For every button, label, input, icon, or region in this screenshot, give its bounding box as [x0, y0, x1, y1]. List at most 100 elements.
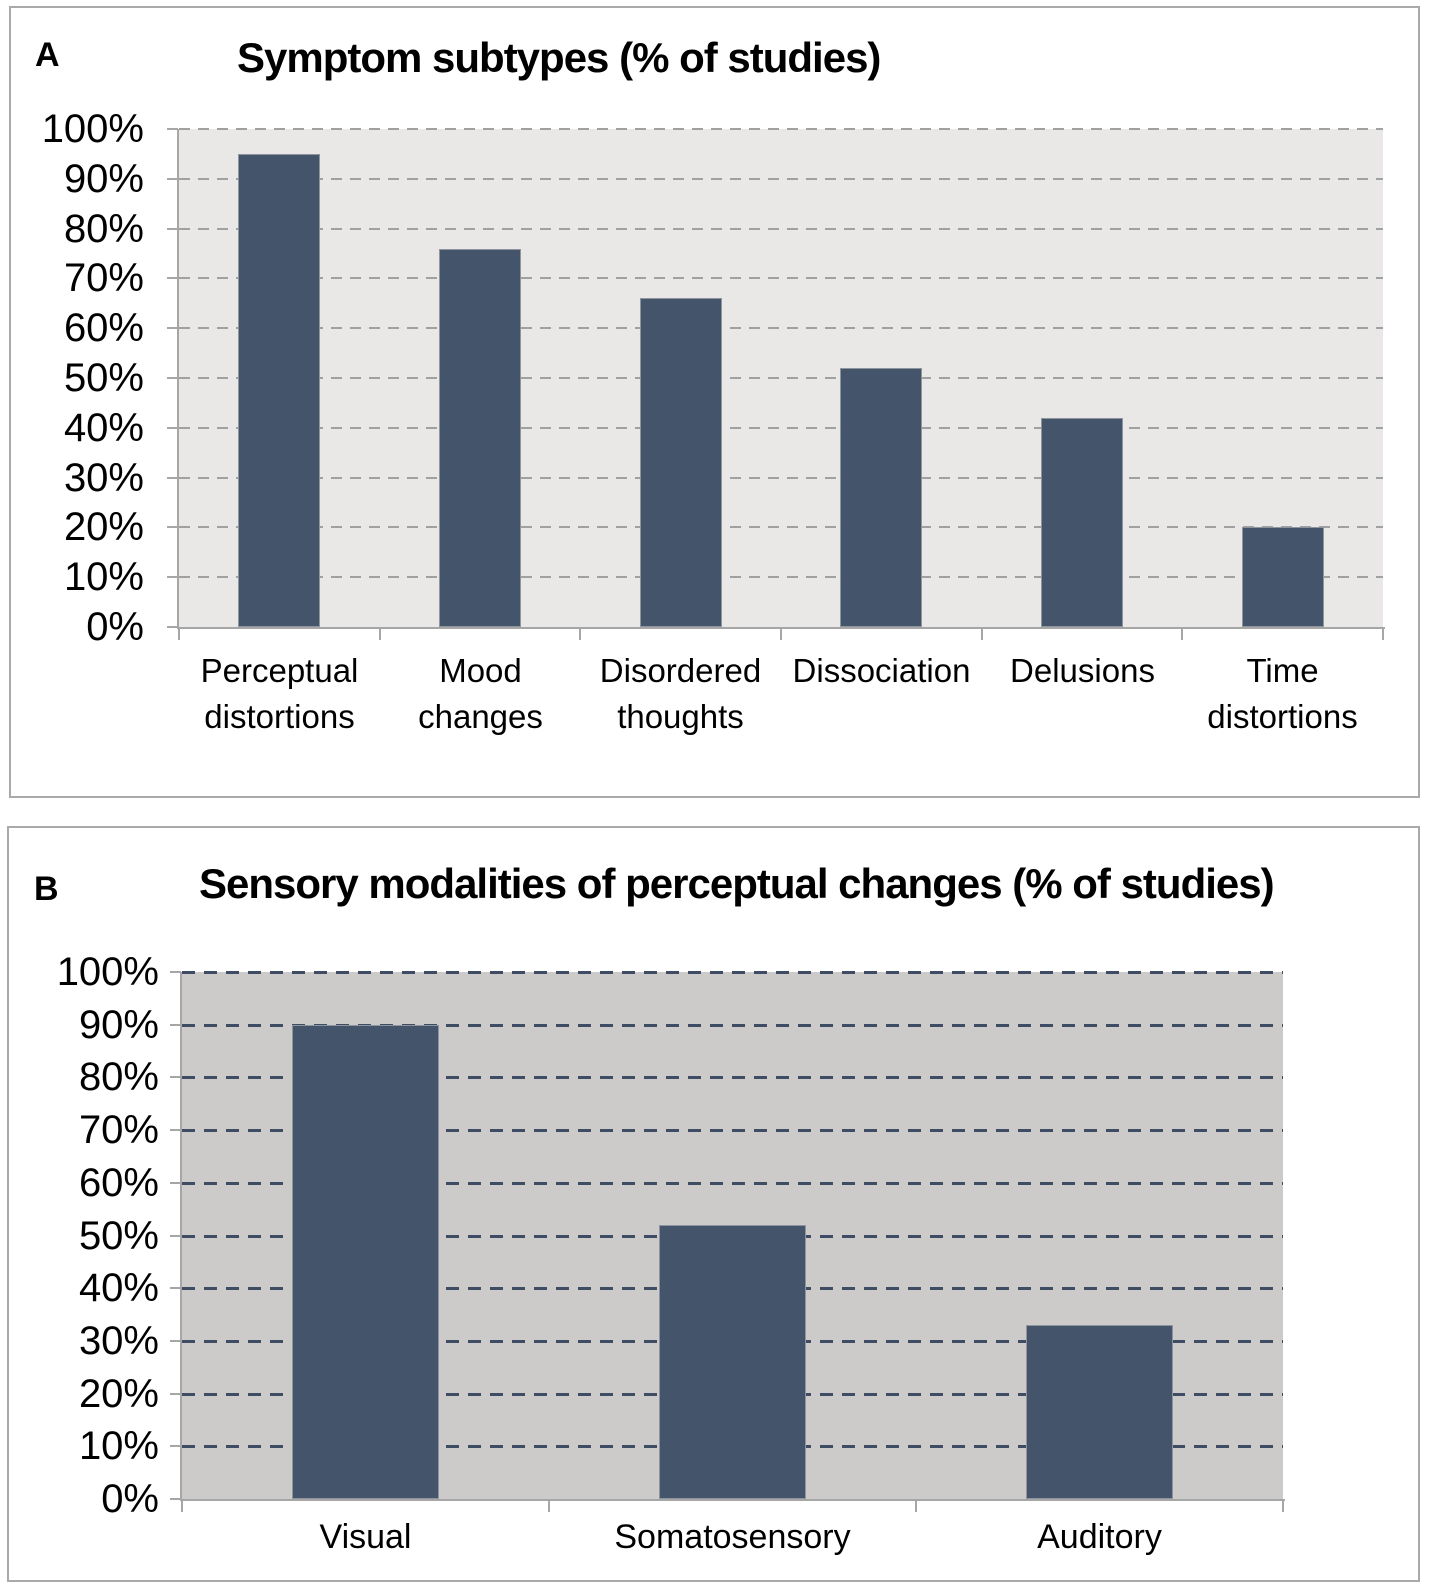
panel-b: B Sensory modalities of perceptual chang… [7, 826, 1420, 1582]
y-axis-tick [167, 476, 178, 479]
y-axis-label-80pct: 80% [78, 1055, 159, 1100]
y-axis-label-20pct: 20% [63, 505, 144, 550]
y-axis-tick [170, 1129, 181, 1132]
x-axis-label-dissociation: Dissociation [792, 652, 971, 689]
panel-b-chart-title: Sensory modalities of perceptual changes… [199, 860, 1275, 907]
x-axis-label-perceptual-distortions: Perceptual distortions [200, 652, 359, 735]
y-axis-label-0pct: 0% [101, 1477, 159, 1521]
bar-time-distortions [1242, 527, 1324, 627]
x-axis-tick [1382, 629, 1384, 640]
bar-disordered-thoughts [640, 298, 722, 627]
y-axis-label-40pct: 40% [78, 1266, 159, 1311]
y-axis-tick [167, 177, 178, 180]
y-axis-label-70pct: 70% [63, 256, 144, 301]
panel-a: A Symptom subtypes (% of studies) 0% 10% 2… [9, 6, 1420, 798]
gridline-90 [182, 1023, 1283, 1027]
y-axis-label-60pct: 60% [78, 1160, 159, 1205]
gridline-50 [179, 377, 1383, 379]
bar-visual [292, 1025, 439, 1499]
y-axis-label-10pct: 10% [78, 1424, 159, 1469]
gridline-20 [179, 526, 1383, 529]
bar-mood-changes [439, 249, 521, 627]
bar-dissociation [840, 368, 922, 627]
y-axis-tick [167, 327, 178, 330]
gridline-30 [179, 476, 1383, 479]
x-axis-label-disordered-thoughts: Disordered thoughts [599, 652, 762, 735]
y-axis-tick [170, 1498, 181, 1500]
y-axis-tick [170, 971, 181, 973]
y-axis-tick [167, 426, 178, 429]
y-axis-label-40pct: 40% [63, 405, 144, 450]
panel-b-bar-chart: 0% 10% 20% 30% 40% 50% 60% 70% 80% 90% 100% Visual S… [9, 828, 1418, 1580]
bar-delusions [1041, 418, 1123, 627]
x-axis-label-visual: Visual [319, 1518, 412, 1556]
gridline-70 [182, 1129, 1283, 1133]
bar-auditory [1026, 1325, 1173, 1499]
x-axis-label-mood-changes: Mood changes [418, 652, 543, 735]
y-axis-label-100pct: 100% [41, 107, 144, 151]
x-axis-label-somatosensory: Somatosensory [614, 1518, 851, 1556]
x-axis-tick [379, 629, 381, 640]
panel-b-letter: B [34, 870, 59, 908]
y-axis-tick [170, 1392, 181, 1395]
x-axis-label-time-distortions: Time distortions [1207, 652, 1358, 735]
y-axis-tick [167, 377, 178, 379]
y-axis-line [177, 129, 179, 629]
x-axis-tick [780, 629, 782, 640]
x-axis-tick [178, 629, 180, 640]
gridline-10 [179, 576, 1383, 579]
y-axis-line [180, 972, 182, 1501]
y-axis-label-80pct: 80% [63, 206, 144, 251]
y-axis-tick [170, 1181, 181, 1184]
y-axis-tick [167, 626, 178, 628]
y-axis-label-0pct: 0% [86, 605, 144, 649]
y-axis-tick [167, 227, 178, 230]
bar-perceptual-distortions [238, 154, 320, 627]
x-axis-tick [181, 1501, 183, 1512]
x-axis-tick [1181, 629, 1183, 640]
y-axis-label-90pct: 90% [78, 1002, 159, 1047]
gridline-70 [179, 277, 1383, 280]
y-axis-label-10pct: 10% [63, 555, 144, 600]
y-axis-label-90pct: 90% [63, 156, 144, 201]
y-axis-label-30pct: 30% [78, 1318, 159, 1363]
y-axis-tick [170, 1287, 181, 1290]
gridline-60 [182, 1181, 1283, 1185]
gridline-60 [179, 327, 1383, 330]
y-axis-tick [167, 576, 178, 579]
gridline-100 [182, 971, 1283, 974]
y-axis-label-100pct: 100% [56, 950, 159, 994]
y-axis-tick [170, 1023, 181, 1026]
gridline-40 [179, 426, 1383, 429]
gridline-100 [179, 128, 1383, 130]
y-axis-tick [170, 1445, 181, 1448]
y-axis-tick [167, 128, 178, 130]
x-axis-tick [981, 629, 983, 640]
gridline-80 [182, 1076, 1283, 1080]
y-axis-tick [170, 1234, 181, 1237]
panel-a-bar-chart: 0% 10% 20% 30% 40% 50% 60% 70% 80% 90% 100% Percept… [11, 8, 1418, 796]
panel-a-chart-title: Symptom subtypes (% of studies) [237, 34, 881, 81]
y-axis-tick [167, 526, 178, 529]
y-axis-tick [170, 1076, 181, 1079]
y-axis-tick [167, 277, 178, 280]
x-axis-tick [1282, 1501, 1284, 1512]
y-axis-label-50pct: 50% [78, 1213, 159, 1258]
y-axis-label-30pct: 30% [63, 455, 144, 500]
y-axis-tick [170, 1339, 181, 1342]
gridline-90 [179, 177, 1383, 180]
y-axis-label-50pct: 50% [63, 356, 144, 400]
x-axis-line [180, 1499, 1285, 1501]
x-axis-line [177, 627, 1385, 629]
y-axis-label-60pct: 60% [63, 306, 144, 351]
x-axis-tick [915, 1501, 917, 1512]
bar-somatosensory [659, 1225, 806, 1499]
panel-a-letter: A [35, 36, 60, 74]
x-axis-tick [548, 1501, 550, 1512]
x-axis-label-delusions: Delusions [1010, 652, 1155, 689]
y-axis-label-20pct: 20% [78, 1371, 159, 1416]
gridline-80 [179, 227, 1383, 230]
x-axis-label-auditory: Auditory [1037, 1518, 1162, 1556]
x-axis-tick [579, 629, 581, 640]
